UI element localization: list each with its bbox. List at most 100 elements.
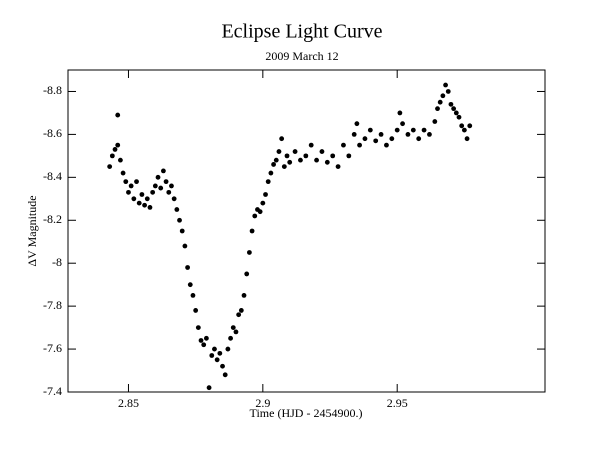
data-point [169, 183, 174, 189]
data-point [467, 123, 473, 129]
data-point [214, 357, 220, 363]
data-point [410, 127, 416, 133]
x-tick-label: 2.9 [255, 396, 270, 410]
data-point [177, 217, 182, 223]
data-point [271, 162, 276, 167]
data-point [190, 293, 196, 298]
data-point [287, 159, 293, 165]
data-point [246, 250, 252, 255]
data-point [163, 179, 169, 185]
data-point [260, 200, 266, 206]
data-point [432, 119, 438, 124]
data-point [230, 325, 236, 330]
data-point [357, 142, 362, 148]
data-point [378, 132, 384, 137]
data-point [120, 170, 126, 176]
data-point [244, 271, 250, 277]
y-tick-label: -8.6 [43, 126, 62, 140]
data-point [241, 293, 247, 298]
data-point [367, 127, 373, 133]
data-point [144, 196, 150, 202]
data-point [193, 308, 199, 313]
data-point [225, 346, 231, 352]
plot-frame [67, 69, 546, 393]
data-point [249, 228, 255, 234]
data-point [459, 123, 465, 129]
data-point [456, 114, 462, 120]
data-point [435, 106, 440, 112]
data-point [324, 159, 330, 165]
data-point [228, 335, 233, 341]
data-point [443, 82, 448, 88]
data-point [292, 149, 298, 154]
data-point [182, 243, 188, 249]
data-point [445, 89, 451, 94]
y-tick-label: -7.6 [43, 341, 62, 355]
data-point [209, 353, 215, 358]
data-point [451, 106, 457, 112]
chart-subtitle: 2009 March 12 [265, 49, 338, 63]
data-point [453, 110, 459, 116]
data-point [150, 189, 156, 195]
data-point [185, 265, 190, 270]
data-point [115, 142, 121, 148]
data-point [139, 192, 145, 197]
data-point [464, 136, 470, 142]
data-point [109, 153, 115, 159]
data-point [437, 99, 443, 105]
data-point [134, 179, 139, 185]
data-point [279, 136, 285, 142]
data-point [427, 132, 432, 137]
data-point [152, 183, 158, 189]
data-point [136, 200, 142, 206]
data-point [161, 168, 166, 174]
data-point [400, 121, 405, 127]
data-point [362, 136, 368, 142]
data-point [201, 342, 207, 348]
data-point [354, 121, 360, 127]
data-point [257, 209, 263, 215]
data-point [384, 142, 389, 148]
data-point [238, 308, 244, 313]
data-point [319, 149, 325, 154]
data-point [118, 157, 123, 163]
data-point [440, 93, 446, 99]
y-tick-label: -8.2 [43, 212, 62, 226]
data-point [206, 385, 212, 391]
chart-title: Eclipse Light Curve [221, 21, 382, 43]
data-point [405, 132, 411, 137]
data-point [276, 149, 282, 154]
data-point [298, 157, 303, 163]
data-point [448, 101, 454, 107]
data-point [265, 179, 271, 185]
data-point [389, 136, 395, 142]
data-point [123, 179, 129, 185]
data-point [179, 228, 185, 234]
data-point [346, 153, 352, 159]
data-point [394, 127, 400, 133]
data-point [155, 174, 161, 180]
data-point [351, 132, 357, 137]
x-tick-label: 2.85 [118, 396, 139, 410]
y-tick-label: -7.4 [43, 384, 62, 398]
y-tick-label: -8.8 [43, 83, 62, 97]
data-point [126, 189, 131, 195]
data-point [195, 325, 201, 330]
data-point [115, 112, 121, 118]
data-point [147, 204, 153, 210]
data-point [461, 127, 467, 133]
data-point [212, 346, 217, 352]
y-axis-label: ΔV Magnitude [25, 195, 39, 266]
data-point [284, 153, 290, 159]
data-point [236, 312, 242, 318]
data-point [273, 157, 279, 163]
data-point [233, 329, 239, 335]
data-point [330, 153, 336, 159]
data-point [220, 363, 225, 369]
data-point [131, 196, 137, 202]
data-point [142, 202, 147, 208]
data-point [112, 147, 118, 152]
data-point [373, 138, 379, 144]
data-point [421, 127, 427, 133]
